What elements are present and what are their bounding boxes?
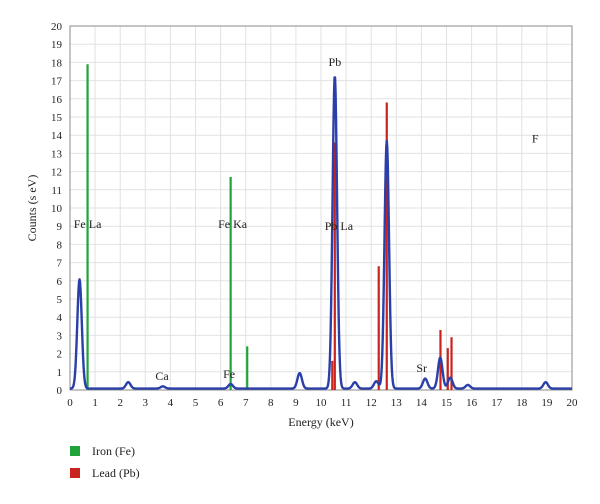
y-axis-title: Counts (s eV) bbox=[25, 175, 39, 242]
y-tick-label-20: 20 bbox=[51, 21, 63, 33]
spectrum-line bbox=[69, 76, 573, 390]
x-tick-label-12: 12 bbox=[366, 397, 377, 409]
annotation-4: Ca bbox=[155, 369, 169, 383]
x-tick-label-11: 11 bbox=[341, 397, 352, 409]
spectrum-chart: 0 1 2 3 4 5 6 7 8 9 10 11 12 13 14 15 16 17 18 19 2001234567… bbox=[25, 21, 579, 429]
x-tick-label-6: 6 bbox=[218, 397, 224, 409]
y-tick-label-12: 12 bbox=[51, 167, 62, 179]
x-tick-label-8: 8 bbox=[268, 397, 274, 409]
annotation-3: Pb La bbox=[325, 219, 354, 233]
legend-swatch-lead bbox=[70, 468, 80, 478]
x-tick-label-9: 9 bbox=[293, 397, 299, 409]
y-tick-label-4: 4 bbox=[57, 312, 63, 324]
x-tick-label-18: 18 bbox=[516, 397, 528, 409]
y-tick-label-1: 1 bbox=[57, 367, 63, 379]
y-tick-label-13: 13 bbox=[51, 148, 63, 160]
y-tick-label-8: 8 bbox=[57, 239, 63, 251]
plot-frame bbox=[69, 25, 573, 391]
x-tick-label-17: 17 bbox=[491, 397, 503, 409]
annotation-0: Fe La bbox=[74, 217, 102, 231]
y-tick-label-15: 15 bbox=[51, 112, 63, 124]
x-tick-label-1: 1 bbox=[92, 397, 98, 409]
y-tick-label-6: 6 bbox=[57, 276, 63, 288]
x-tick-label-19: 19 bbox=[541, 397, 553, 409]
x-tick-label-20: 20 bbox=[567, 397, 579, 409]
x-tick-label-7: 7 bbox=[243, 397, 249, 409]
y-tick-label-0: 0 bbox=[57, 385, 63, 397]
y-tick-label-10: 10 bbox=[51, 203, 63, 215]
legend-item-iron: Iron (Fe) bbox=[70, 440, 140, 462]
y-tick-label-5: 5 bbox=[57, 294, 63, 306]
annotation-5: Fe bbox=[223, 367, 235, 381]
x-tick-label-3: 3 bbox=[143, 397, 149, 409]
x-tick-label-16: 16 bbox=[466, 397, 478, 409]
legend-item-lead: Lead (Pb) bbox=[70, 462, 140, 484]
annotation-1: Fe Ka bbox=[218, 217, 248, 231]
y-tick-label-17: 17 bbox=[51, 76, 63, 88]
y-tick-label-16: 16 bbox=[51, 94, 63, 106]
y-tick-label-11: 11 bbox=[51, 185, 62, 197]
y-tick-label-19: 19 bbox=[51, 39, 63, 51]
annotation-7: F bbox=[532, 131, 539, 145]
x-tick-label-15: 15 bbox=[441, 397, 453, 409]
annotation-6: Sr bbox=[416, 361, 427, 375]
x-tick-label-10: 10 bbox=[316, 397, 328, 409]
y-tick-label-7: 7 bbox=[57, 258, 63, 270]
x-tick-label-5: 5 bbox=[193, 397, 199, 409]
y-tick-label-3: 3 bbox=[57, 330, 63, 342]
legend-label-lead: Lead (Pb) bbox=[92, 465, 140, 480]
x-tick-label-0: 0 bbox=[67, 397, 73, 409]
x-axis-title: Energy (keV) bbox=[288, 415, 353, 429]
x-tick-label-2: 2 bbox=[117, 397, 123, 409]
legend-swatch-iron bbox=[70, 446, 80, 456]
legend-label-iron: Iron (Fe) bbox=[92, 443, 135, 458]
y-tick-label-14: 14 bbox=[51, 130, 63, 142]
y-tick-label-9: 9 bbox=[57, 221, 63, 233]
legend: Iron (Fe) Lead (Pb) bbox=[70, 440, 140, 484]
x-tick-label-14: 14 bbox=[416, 397, 428, 409]
x-tick-label-4: 4 bbox=[168, 397, 174, 409]
y-tick-label-18: 18 bbox=[51, 57, 63, 69]
annotation-2: Pb bbox=[329, 55, 342, 69]
x-tick-label-13: 13 bbox=[391, 397, 403, 409]
y-tick-label-2: 2 bbox=[57, 349, 63, 361]
